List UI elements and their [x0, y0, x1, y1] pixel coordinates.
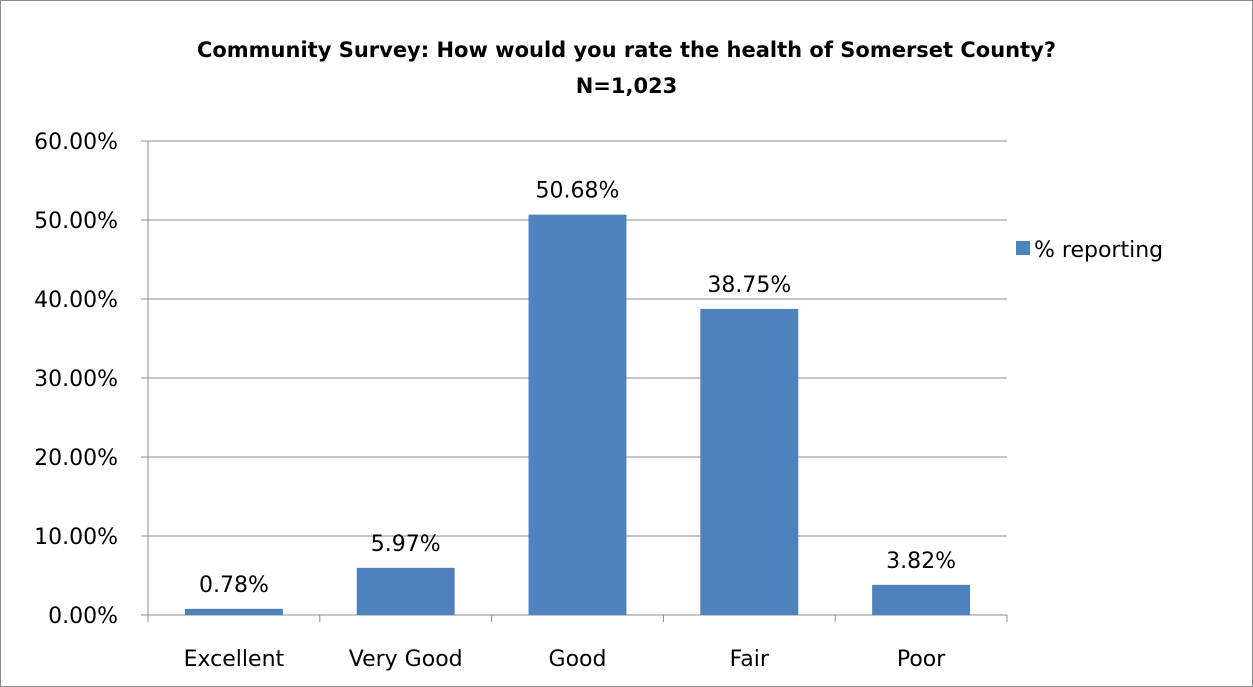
chart-title-line: Community Survey: How would you rate the…: [196, 38, 1057, 62]
y-tick-label: 50.00%: [34, 209, 118, 234]
chart-subtitle-line: N=1,023: [575, 74, 678, 98]
y-tick-label: 40.00%: [34, 288, 118, 313]
x-category-label: Poor: [897, 647, 946, 672]
y-tick-label: 0.00%: [48, 604, 118, 629]
x-category-label: Fair: [730, 647, 770, 672]
bar: [528, 214, 627, 616]
bar: [700, 308, 799, 615]
bar: [872, 584, 971, 615]
y-tick-label: 20.00%: [34, 446, 118, 471]
legend-label: % reporting: [1034, 238, 1163, 263]
legend: % reporting: [1016, 238, 1163, 263]
x-category-label: Very Good: [349, 647, 463, 672]
legend-swatch: [1016, 241, 1030, 255]
data-label: 50.68%: [536, 179, 620, 204]
chart-title: Community Survey: How would you rate the…: [0, 32, 1253, 104]
y-tick-label: 10.00%: [34, 525, 118, 550]
y-tick-label: 60.00%: [34, 130, 118, 155]
labels: 0.00% 10.00% 20.00% 30.00% 40.00% 50.00% 60.00…: [34, 130, 956, 672]
bars: [184, 214, 971, 616]
x-category-label: Excellent: [184, 647, 285, 672]
x-category-label: Good: [549, 647, 607, 672]
data-label: 38.75%: [707, 273, 791, 298]
bar: [356, 567, 455, 615]
data-label: 3.82%: [886, 549, 956, 574]
data-label: 0.78%: [199, 573, 269, 598]
y-tick-label: 30.00%: [34, 367, 118, 392]
data-label: 5.97%: [371, 532, 441, 557]
bar: [184, 608, 283, 615]
